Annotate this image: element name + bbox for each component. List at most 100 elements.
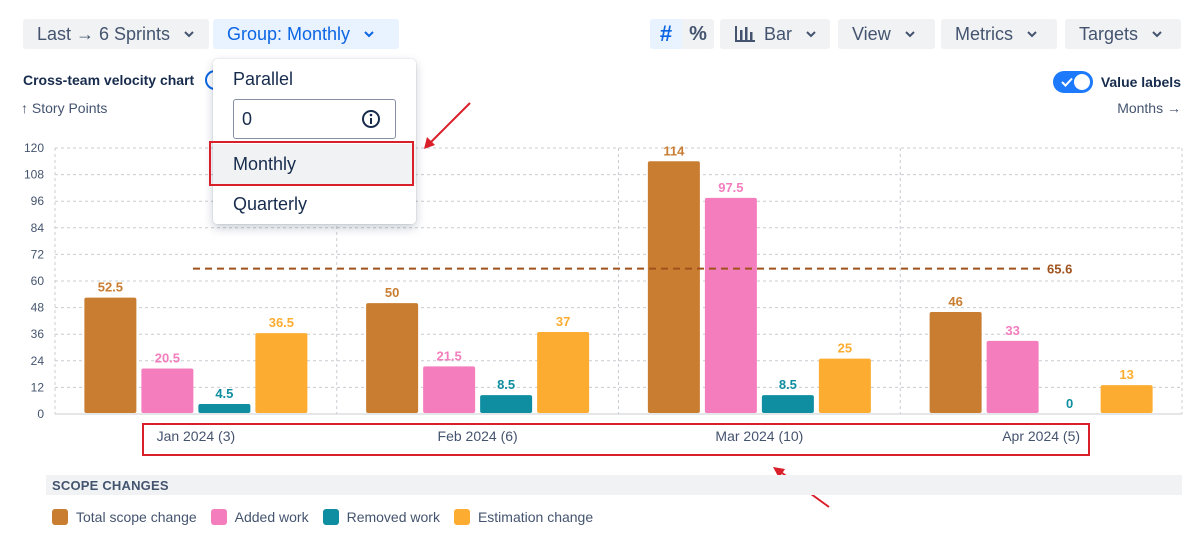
legend-label: Estimation change — [477, 509, 594, 525]
bar-value-label: 36.5 — [269, 315, 294, 330]
bar-value-label: 97.5 — [718, 180, 743, 195]
metrics-dropdown-button[interactable]: Metrics — [941, 19, 1057, 49]
legend-label: Total scope change — [76, 509, 197, 525]
parallel-count-value: 0 — [242, 108, 253, 129]
bar — [423, 366, 476, 413]
y-tick-label: 72 — [31, 247, 45, 261]
view-dropdown-button[interactable]: View — [838, 19, 935, 49]
toggle-knob — [1073, 74, 1090, 90]
info-icon[interactable] — [205, 70, 219, 90]
group-dropdown-button[interactable]: Group: Monthly — [213, 19, 399, 49]
parallel-count-input[interactable]: 0 — [233, 99, 396, 139]
checkmark-icon — [1061, 77, 1073, 87]
bar-value-label: 37 — [556, 314, 570, 329]
hash-icon: # — [659, 21, 673, 46]
bar-value-label: 8.5 — [497, 377, 515, 392]
bar — [480, 395, 533, 413]
legend-swatch — [210, 509, 227, 525]
chevron-down-icon — [1027, 31, 1037, 38]
bar-value-label: 0 — [1066, 396, 1073, 411]
legend-swatch — [322, 509, 339, 525]
bar-value-label: 50 — [385, 285, 399, 300]
chevron-down-icon — [184, 31, 194, 38]
chevron-down-icon — [364, 31, 374, 38]
percentage-toggle[interactable]: % — [682, 19, 714, 49]
view-label: View — [852, 23, 891, 44]
bar — [761, 395, 814, 413]
bar-value-label: 114 — [663, 143, 685, 158]
bar — [255, 333, 308, 413]
dropdown-item-quarterly[interactable]: Quarterly — [213, 184, 416, 224]
targets-dropdown-button[interactable]: Targets — [1065, 19, 1181, 49]
bar — [84, 297, 137, 413]
chevron-down-icon — [904, 31, 915, 38]
info-icon[interactable] — [361, 109, 381, 129]
bar — [704, 197, 757, 413]
bar-value-label: 4.5 — [215, 386, 233, 401]
dropdown-item-label: Parallel — [233, 68, 294, 89]
bar — [141, 368, 194, 413]
scope-changes-title: SCOPE CHANGES — [52, 478, 169, 493]
dropdown-item-monthly[interactable]: Monthly — [213, 144, 416, 184]
target-line-group: 65.6 — [193, 262, 1072, 277]
chevron-down-icon — [1152, 31, 1162, 38]
bar — [818, 358, 871, 413]
chart-bars — [84, 161, 1153, 413]
absolute-values-toggle[interactable]: # — [650, 19, 682, 49]
y-tick-label: 96 — [31, 194, 45, 208]
y-tick-label: 24 — [31, 354, 45, 368]
x-tick-label: Feb 2024 (6) — [438, 428, 518, 444]
targets-label: Targets — [1079, 23, 1139, 44]
bar — [1100, 385, 1153, 413]
metrics-label: Metrics — [955, 23, 1013, 44]
annotation-arrow-to-monthly — [424, 102, 471, 149]
value-labels-control: Value labels — [1052, 71, 1181, 93]
y-axis-ticks: 0 12 24 36 48 60 72 84 96 108 120 — [24, 141, 44, 421]
y-tick-label: 12 — [31, 380, 45, 394]
group-label: Group: Monthly — [227, 23, 351, 44]
legend-label: Added work — [234, 509, 309, 525]
value-labels-label: Value labels — [1100, 74, 1181, 90]
toolbar: Last → 6 Sprints Group: Monthly # % Bar … — [23, 19, 1181, 49]
dropdown-item-label: Quarterly — [233, 193, 308, 214]
x-tick-label: Jan 2024 (3) — [157, 428, 236, 444]
bar-value-label: 25 — [838, 341, 852, 356]
y-tick-label: 48 — [31, 301, 45, 315]
bar-value-label: 46 — [948, 294, 962, 309]
value-labels-toggle[interactable] — [1052, 71, 1093, 93]
chart-type-label: Bar — [764, 23, 793, 44]
legend-item-removed[interactable]: Removed work — [322, 509, 440, 525]
y-tick-label: 108 — [24, 168, 44, 182]
legend-item-added[interactable]: Added work — [210, 509, 309, 525]
chart-type-dropdown-button[interactable]: Bar — [720, 19, 830, 49]
bar-value-label: 8.5 — [779, 377, 797, 392]
y-tick-label: 84 — [31, 221, 45, 235]
percent-icon: % — [689, 22, 707, 45]
bar — [198, 404, 251, 413]
y-tick-label: 120 — [24, 141, 44, 155]
legend-item-total[interactable]: Total scope change — [52, 509, 197, 525]
bar-value-label: 33 — [1005, 323, 1019, 338]
x-axis-ticks: Jan 2024 (3) Feb 2024 (6) Mar 2024 (10) Apr… — [157, 428, 1080, 444]
scope-changes-header: SCOPE CHANGES — [46, 475, 1182, 495]
value-labels: 52.5 20.5 4.5 36.5 50 21.5 8.5 37 114 97.5 8.5 25 46… — [98, 143, 1134, 411]
chevron-down-icon — [806, 31, 816, 38]
legend-item-estimation[interactable]: Estimation change — [453, 509, 594, 525]
range-label: Last → 6 Sprints — [37, 23, 171, 44]
range-dropdown-button[interactable]: Last → 6 Sprints — [23, 19, 209, 49]
legend-swatch — [52, 509, 68, 525]
bar-value-label: 52.5 — [98, 280, 123, 295]
bar — [366, 303, 419, 413]
dropdown-item-parallel[interactable]: Parallel — [213, 59, 416, 99]
legend-label: Removed work — [346, 509, 440, 525]
group-dropdown-menu: Parallel 0 Monthly Quarterly — [213, 59, 416, 224]
legend-swatch — [453, 509, 470, 525]
y-tick-label: 0 — [37, 407, 44, 421]
bar — [929, 312, 982, 413]
y-axis-label: ↑ Story Points — [21, 100, 108, 116]
y-tick-label: 36 — [31, 327, 45, 341]
bar — [986, 340, 1039, 413]
bar-value-label: 21.5 — [436, 348, 461, 363]
y-tick-label: 60 — [31, 274, 45, 288]
